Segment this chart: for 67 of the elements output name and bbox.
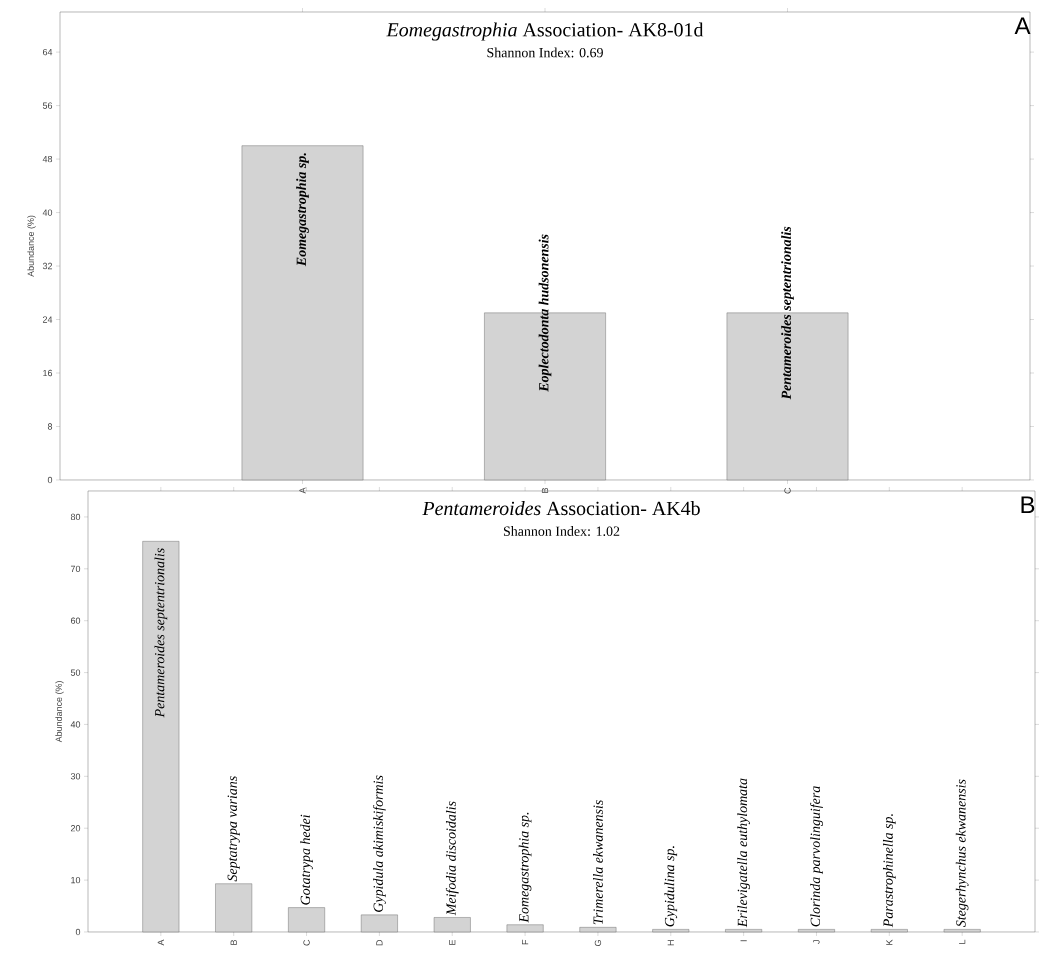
y-tick-label: 24 <box>42 316 53 323</box>
annotation: Meifodia discoidalis <box>445 801 459 916</box>
annotation: Eomegastrophia sp. <box>518 812 532 923</box>
x-tick-label: H <box>667 940 674 946</box>
annotation: Eoplectodonta hudsonensis <box>538 234 552 392</box>
annotation: Gotatrypa hedei <box>300 814 313 905</box>
bar <box>943 929 981 933</box>
annotation: Pentameroides septentrionalis <box>154 548 168 718</box>
chart-title: Eomegastrophia Association- AK8-01d <box>386 22 704 41</box>
annotation: Pentameroides septentrionalis <box>781 226 794 400</box>
y-tick-label: 0 <box>47 476 53 484</box>
bar <box>506 924 544 933</box>
x-tick-label: D <box>376 939 383 946</box>
y-tick-label: 10 <box>71 876 81 884</box>
x-tick-label: I <box>740 940 747 942</box>
annotation: Erilevigatella euthylomata <box>737 778 750 928</box>
annotation: A <box>1014 17 1031 34</box>
y-tick-label: 56 <box>42 102 53 109</box>
annotation: Clorinda parvolinguifera <box>810 786 823 927</box>
text: Shannon Index: 0.69 <box>487 47 603 58</box>
y-tick-label: 8 <box>47 423 53 430</box>
y-tick-label: 64 <box>42 48 53 56</box>
y-tick-label: 16 <box>43 369 53 377</box>
x-tick-label: L <box>959 939 966 944</box>
bar <box>652 929 690 933</box>
bar <box>360 914 398 933</box>
bar <box>433 917 471 933</box>
y-axis-title: Abundance (%) <box>55 681 64 743</box>
y-tick-label: 40 <box>70 721 81 728</box>
annotation: Gypidula akimiskiformis <box>372 775 386 912</box>
y-tick-label: 80 <box>70 513 81 521</box>
bar <box>288 907 325 933</box>
y-tick-label: 48 <box>42 155 53 163</box>
bar <box>798 929 835 933</box>
x-tick-label: A <box>157 939 164 946</box>
x-tick-label: C <box>303 939 310 946</box>
y-tick-label: 20 <box>70 825 81 832</box>
y-tick-label: 60 <box>70 617 81 624</box>
text: Shannon Index: 1.02 <box>503 526 620 536</box>
y-tick-label: 32 <box>42 262 53 270</box>
x-tick-label: K <box>886 939 893 945</box>
chart-title: Pentameroides Association- AK4b <box>422 501 700 516</box>
y-tick-label: 30 <box>70 773 81 780</box>
annotation: Septatrypa varians <box>227 776 240 882</box>
bar <box>870 929 908 933</box>
x-tick-label: B <box>541 487 549 493</box>
x-tick-label: E <box>449 939 456 945</box>
x-tick-label: C <box>784 487 791 494</box>
x-tick-label: B <box>230 939 237 945</box>
bar <box>725 929 763 933</box>
annotation: Trimerella ekwanensis <box>593 800 603 925</box>
y-axis-title: Abundance (%) <box>27 215 36 277</box>
annotation: Stegerhynchus ekwanensis <box>955 779 969 928</box>
bar <box>215 883 253 933</box>
x-tick-label: F <box>522 939 529 945</box>
y-tick-label: 70 <box>70 565 81 572</box>
bar <box>579 927 617 933</box>
y-tick-label: 40 <box>42 209 53 216</box>
x-tick-label: A <box>299 487 306 494</box>
y-tick-label: 50 <box>70 669 81 676</box>
annotation: Gypidulina sp. <box>664 846 678 927</box>
annotation: Parastrophinella sp. <box>882 814 896 928</box>
x-tick-label: J <box>813 940 820 944</box>
annotation: Eomegastrophia sp. <box>296 153 309 267</box>
x-tick-label: G <box>594 940 602 947</box>
y-tick-label: 0 <box>75 928 81 936</box>
bar <box>142 541 180 933</box>
